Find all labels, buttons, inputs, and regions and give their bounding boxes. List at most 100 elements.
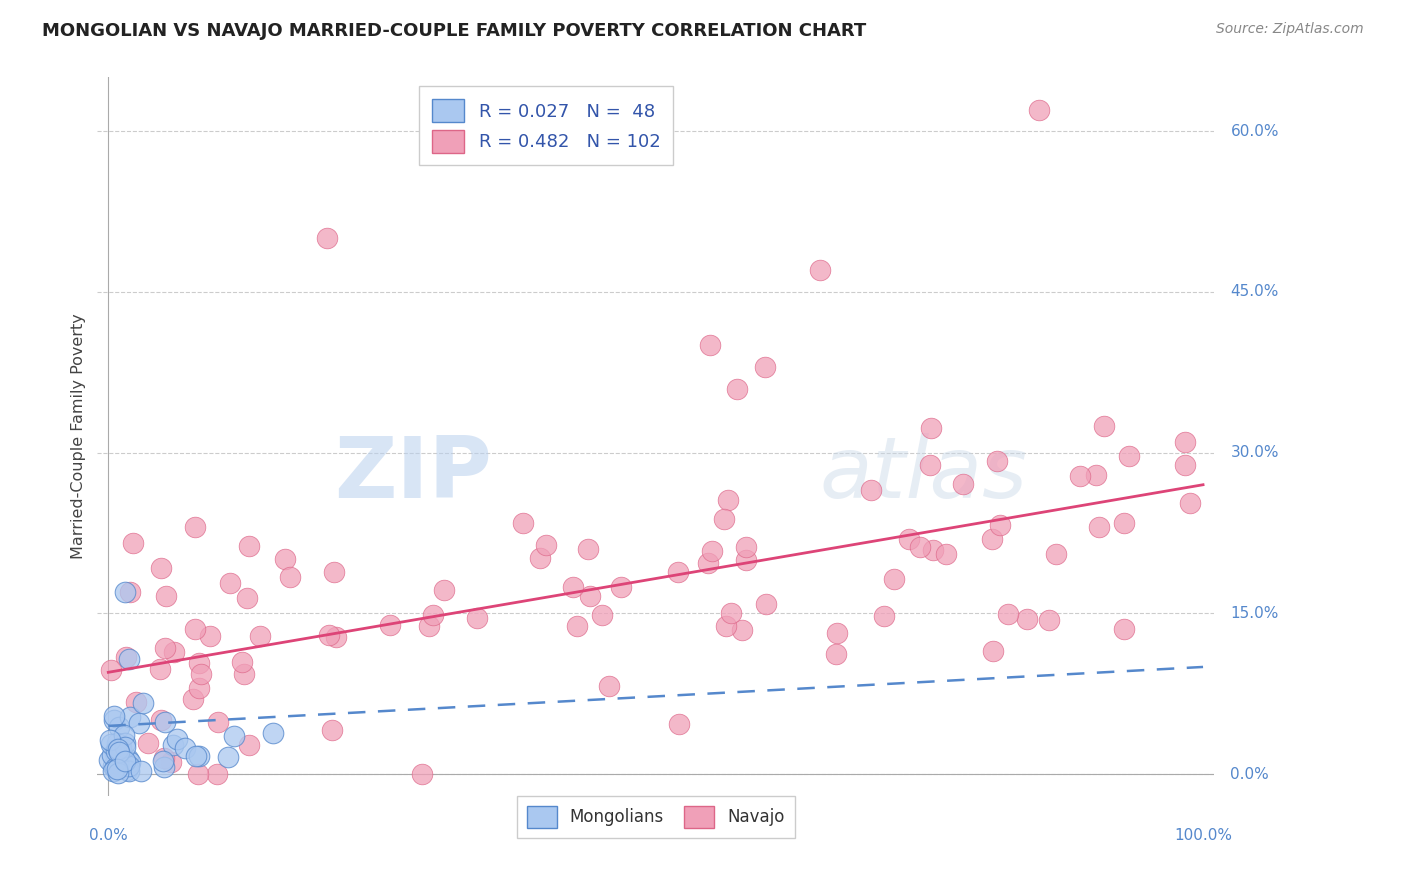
- Point: [184, 748, 207, 763]
- Point: [219, 576, 242, 591]
- Point: [100, 663, 122, 677]
- Text: Source: ZipAtlas.com: Source: ZipAtlas.com: [1216, 22, 1364, 37]
- Point: [318, 627, 340, 641]
- Point: [105, 736, 128, 750]
- Point: [125, 695, 148, 709]
- Point: [598, 679, 620, 693]
- Text: 60.0%: 60.0%: [1230, 123, 1279, 138]
- Point: [114, 755, 136, 769]
- Point: [465, 610, 488, 624]
- Point: [322, 566, 344, 580]
- Point: [236, 591, 259, 606]
- Point: [100, 737, 122, 751]
- Point: [1092, 418, 1115, 433]
- Point: [1112, 516, 1135, 530]
- Text: 0.0%: 0.0%: [1230, 766, 1270, 781]
- Point: [207, 714, 229, 729]
- Point: [591, 608, 613, 623]
- Point: [107, 762, 129, 776]
- Point: [187, 767, 209, 781]
- Point: [249, 629, 271, 643]
- Point: [118, 764, 141, 778]
- Point: [114, 736, 136, 750]
- Point: [1015, 612, 1038, 626]
- Point: [713, 512, 735, 526]
- Point: [883, 572, 905, 586]
- Point: [117, 752, 139, 766]
- Text: 0.0%: 0.0%: [89, 828, 128, 843]
- Point: [952, 477, 974, 491]
- Point: [155, 589, 177, 603]
- Point: [100, 747, 122, 762]
- Point: [808, 263, 831, 277]
- Point: [187, 749, 209, 764]
- Point: [118, 755, 141, 769]
- Point: [922, 543, 945, 558]
- Point: [98, 753, 121, 767]
- Point: [233, 667, 256, 681]
- Point: [101, 764, 124, 779]
- Point: [725, 382, 748, 396]
- Point: [321, 723, 343, 737]
- Point: [217, 750, 239, 764]
- Point: [117, 763, 139, 777]
- Point: [859, 483, 882, 497]
- Y-axis label: Married-Couple Family Poverty: Married-Couple Family Poverty: [72, 314, 86, 559]
- Point: [433, 583, 456, 598]
- Point: [114, 649, 136, 664]
- Point: [188, 656, 211, 670]
- Point: [112, 728, 135, 742]
- Point: [105, 759, 128, 773]
- Point: [997, 607, 1019, 621]
- Text: MONGOLIAN VS NAVAJO MARRIED-COUPLE FAMILY POVERTY CORRELATION CHART: MONGOLIAN VS NAVAJO MARRIED-COUPLE FAMIL…: [42, 22, 866, 40]
- Point: [105, 747, 128, 761]
- Point: [107, 742, 129, 756]
- Point: [238, 738, 260, 752]
- Point: [153, 751, 176, 765]
- Point: [702, 544, 724, 558]
- Point: [114, 739, 136, 754]
- Point: [981, 644, 1004, 658]
- Point: [1174, 458, 1197, 472]
- Point: [101, 759, 124, 773]
- Point: [920, 421, 942, 435]
- Point: [1118, 450, 1140, 464]
- Point: [222, 729, 245, 743]
- Point: [380, 617, 402, 632]
- Point: [153, 641, 176, 656]
- Point: [567, 619, 589, 633]
- Point: [873, 608, 896, 623]
- Point: [576, 542, 599, 557]
- Point: [1112, 623, 1135, 637]
- Point: [1069, 469, 1091, 483]
- Point: [118, 758, 141, 772]
- Point: [534, 538, 557, 552]
- Point: [910, 541, 932, 555]
- Point: [105, 742, 128, 756]
- Point: [98, 732, 121, 747]
- Text: 45.0%: 45.0%: [1230, 285, 1279, 300]
- Point: [1038, 613, 1060, 627]
- Point: [699, 338, 721, 352]
- Point: [136, 736, 159, 750]
- Point: [163, 645, 186, 659]
- Point: [529, 550, 551, 565]
- Point: [731, 624, 754, 638]
- Point: [1045, 547, 1067, 561]
- Point: [1174, 435, 1197, 450]
- Point: [184, 622, 207, 636]
- Point: [325, 630, 347, 644]
- Point: [720, 606, 742, 620]
- Point: [108, 745, 131, 759]
- Text: ZIP: ZIP: [333, 433, 492, 516]
- Point: [825, 648, 848, 662]
- Point: [205, 767, 228, 781]
- Point: [734, 540, 756, 554]
- Point: [118, 652, 141, 666]
- Point: [149, 662, 172, 676]
- Point: [988, 518, 1011, 533]
- Point: [174, 741, 197, 756]
- Point: [238, 539, 260, 553]
- Point: [104, 746, 127, 760]
- Point: [920, 458, 942, 472]
